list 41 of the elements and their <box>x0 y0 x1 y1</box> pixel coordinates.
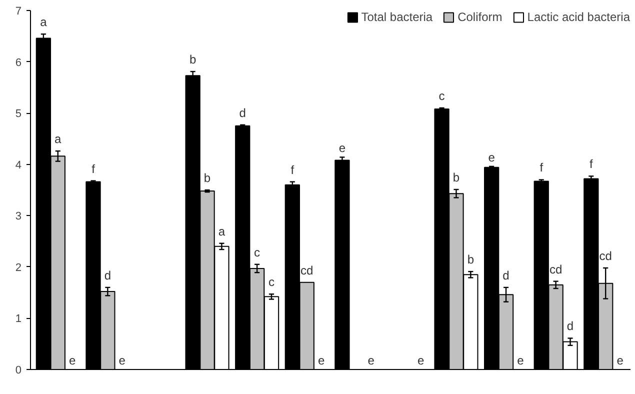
data-label: e <box>517 354 524 368</box>
data-label: e <box>318 354 325 368</box>
data-label: e <box>338 141 346 156</box>
data-label: b <box>452 170 460 184</box>
data-label: b <box>204 171 211 185</box>
data-label: d <box>239 106 246 120</box>
data-label: b <box>189 52 196 67</box>
y-tick-label: 6 <box>15 56 22 69</box>
data-label: cd <box>549 262 562 276</box>
data-label: cd <box>300 263 314 278</box>
data-label: d <box>502 268 510 282</box>
data-label: b <box>467 252 474 267</box>
data-label: f <box>589 157 594 172</box>
data-label: e <box>68 354 76 368</box>
data-label: a <box>40 15 48 30</box>
legend-label: Coliform <box>458 10 502 24</box>
y-tick-label: 1 <box>15 313 22 326</box>
data-label: cd <box>599 248 612 263</box>
legend-label: Total bacteria <box>361 10 433 24</box>
data-label: c <box>438 88 445 103</box>
data-label: c <box>268 275 274 290</box>
data-label: e <box>118 354 126 368</box>
data-label: a <box>54 132 62 146</box>
data-label: e <box>368 354 375 368</box>
data-label: d <box>566 319 574 334</box>
legend-label: Lactic acid bacteria <box>527 10 630 24</box>
y-tick-label: 2 <box>15 262 22 274</box>
y-tick-label: 0 <box>15 364 22 376</box>
data-label: d <box>104 268 112 282</box>
data-label: e <box>616 354 624 368</box>
data-label: a <box>218 224 226 238</box>
data-label: f <box>92 162 96 176</box>
data-label: e <box>488 150 496 164</box>
y-tick-label: 4 <box>15 159 22 172</box>
y-tick-label: 7 <box>15 6 22 18</box>
data-label: e <box>418 354 425 368</box>
data-label: c <box>254 245 260 260</box>
data-label: f <box>290 162 295 177</box>
data-label: f <box>540 160 544 175</box>
y-tick-label: 3 <box>15 210 22 223</box>
y-tick-label: 5 <box>15 108 22 120</box>
